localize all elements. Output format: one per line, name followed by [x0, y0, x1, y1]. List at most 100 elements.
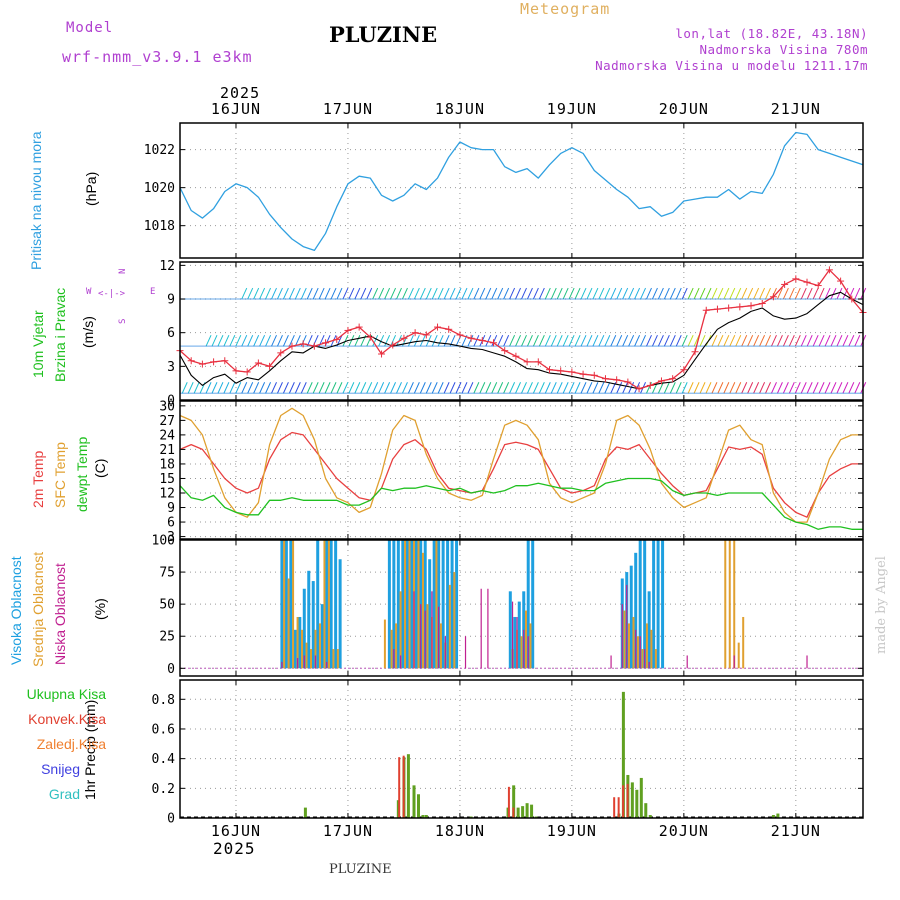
ytick-label-precip: 0: [167, 812, 175, 827]
cloud-bar: [410, 540, 414, 669]
wind-barb: [312, 382, 319, 394]
cloud-bar: [305, 642, 308, 669]
wind-barb: [443, 382, 450, 394]
wind-barb: [497, 287, 504, 300]
wind-barb: [753, 382, 760, 394]
wind-barb: [634, 334, 641, 347]
cloud-bar: [487, 588, 489, 669]
ytick-label-temperature: 24: [159, 428, 175, 443]
cloud-bar: [435, 540, 438, 669]
wind-barb: [687, 334, 694, 347]
wind-barb: [663, 334, 670, 347]
wind-barb: [294, 334, 301, 347]
wind-barb: [378, 334, 385, 347]
series-line-pressure: [179, 131, 864, 252]
cloud-bar: [643, 540, 647, 669]
wind-barb: [729, 382, 736, 394]
wind-barb: [830, 287, 837, 300]
precip-bar: [776, 813, 780, 818]
wind-barb: [473, 287, 480, 300]
cloud-bar: [401, 540, 405, 669]
cloud-bar: [524, 610, 527, 669]
wind-barb: [247, 334, 254, 347]
cloud-bar: [450, 540, 454, 669]
wind-barb: [622, 334, 629, 347]
wind-barb: [229, 334, 236, 347]
cloud-bar: [455, 540, 459, 669]
wind-barb: [217, 334, 224, 347]
wind-barb: [580, 334, 587, 347]
elevation-text: Nadmorska Visina 780m: [699, 42, 868, 57]
wind-barb: [586, 334, 593, 347]
wind-barb: [759, 382, 766, 394]
wind-barb: [616, 287, 623, 300]
wind-barb: [384, 334, 391, 347]
wind-barb: [271, 287, 277, 300]
cloud-bar: [332, 649, 335, 669]
wind-barb: [604, 334, 611, 347]
cloud-bar: [405, 540, 409, 669]
ytick-label-temperature: 30: [159, 399, 175, 414]
wind-barb: [794, 287, 801, 300]
wind-barb: [366, 287, 373, 300]
wind-barb: [574, 287, 581, 300]
cloud-bar: [423, 540, 427, 669]
wind-barb: [419, 382, 426, 394]
cloud-bar: [329, 540, 333, 669]
wind-barb: [194, 335, 199, 346]
cloud-bar: [742, 616, 745, 669]
cloud-bar: [396, 540, 400, 669]
cloud-bar: [638, 540, 642, 669]
wind-barb: [503, 334, 510, 347]
cloud-bar: [417, 540, 420, 669]
wind-barb: [651, 287, 658, 300]
wind-barb: [532, 334, 539, 347]
meteogram-label: Meteogram: [520, 0, 611, 18]
wind-barb: [455, 287, 462, 300]
wind-barb: [598, 287, 605, 300]
wind-barb: [687, 382, 694, 394]
cloud-bar: [806, 655, 808, 669]
wind-barb: [318, 382, 325, 394]
wind-barb: [182, 288, 187, 299]
precip-bar: [648, 815, 652, 818]
cloud-bar: [648, 661, 650, 669]
wind-barb: [288, 287, 295, 300]
wind-barb: [788, 382, 795, 394]
wind-barb: [782, 287, 789, 300]
panel-frame-pressure: [179, 122, 864, 259]
ytick-label-temperature: 9: [167, 501, 175, 516]
cloud-bar: [327, 540, 330, 669]
wind-barb: [723, 287, 730, 300]
wind-barb: [640, 334, 646, 347]
cloud-bar: [523, 629, 525, 669]
series-line-wind: [179, 291, 864, 390]
cloud-bar: [453, 572, 456, 669]
wind-barb: [681, 334, 688, 347]
series-line-temperature: [179, 431, 863, 518]
ytick-label-wind: 3: [167, 360, 175, 375]
cloud-bar: [287, 578, 290, 669]
cloud-bar: [404, 540, 407, 669]
ytick-label-temperature: 12: [159, 487, 175, 502]
ytick-label-temperature: 3: [167, 530, 175, 545]
wind-barb: [336, 287, 343, 300]
wind-barb: [390, 287, 397, 300]
wind-barb: [610, 287, 617, 300]
wind-barb: [402, 287, 408, 300]
wind-barb: [390, 334, 397, 347]
wind-barb: [223, 382, 230, 394]
cloud-bar: [652, 540, 656, 669]
legend-total-rain: Ukupna Kisa: [26, 686, 106, 702]
wind-barb: [479, 382, 486, 394]
wind-barb: [467, 382, 474, 394]
wind-barb: [212, 288, 217, 299]
wind-barb: [265, 382, 272, 394]
wind-barb: [372, 334, 379, 347]
wind-barb: [253, 334, 260, 347]
cloud-bar: [293, 629, 297, 669]
wind-barb: [407, 382, 414, 394]
cloud-bar: [314, 629, 317, 669]
wind-barb: [657, 334, 664, 347]
precip-bar: [406, 754, 410, 818]
